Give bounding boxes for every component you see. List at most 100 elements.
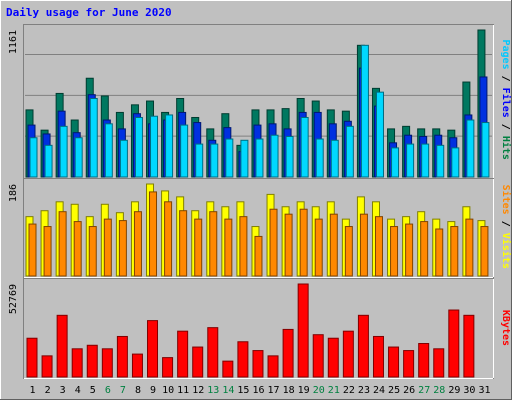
y-max-label: 52769 xyxy=(8,284,19,314)
bar-kbytes-day-28 xyxy=(433,348,445,378)
bar-sites-day-16 xyxy=(254,235,263,277)
bar-sites-day-26 xyxy=(405,223,414,277)
x-tick-label: 30 xyxy=(463,385,475,396)
bar-kbytes-day-23 xyxy=(357,314,369,378)
bar-sites-day-18 xyxy=(284,213,293,277)
bar-pages-day-28 xyxy=(436,144,445,178)
panel-legend: KBytes xyxy=(500,310,511,346)
bar-sites-day-28 xyxy=(435,228,444,277)
bar-sites-day-7 xyxy=(118,220,127,277)
legend-entry: / xyxy=(500,70,511,88)
bar-sites-day-22 xyxy=(344,226,353,277)
bar-kbytes-day-19 xyxy=(297,283,309,378)
bar-sites-day-8 xyxy=(133,211,142,277)
panel-legend: Pages / Files / Hits xyxy=(500,40,512,160)
bar-sites-day-20 xyxy=(314,218,323,277)
bar-kbytes-day-13 xyxy=(207,327,219,378)
bar-kbytes-day-12 xyxy=(192,346,204,378)
legend-entry: Sites xyxy=(500,185,512,215)
bar-pages-day-4 xyxy=(74,137,83,178)
x-tick-label: 15 xyxy=(237,385,249,396)
bar-sites-day-11 xyxy=(179,210,188,277)
bar-kbytes-day-17 xyxy=(267,355,279,378)
bar-pages-day-9 xyxy=(150,115,159,178)
x-axis-tick-labels: 1 2 3 4 5 6 7 8 9 10 11 12 13 14 15 16 17 18 19 20 21 22 23 24 2… xyxy=(30,385,491,396)
panel-kbytes: 52769 KBytes xyxy=(8,278,511,379)
bar-kbytes-day-18 xyxy=(282,328,294,378)
bar-pages-day-13 xyxy=(210,143,219,178)
x-tick-label: 13 xyxy=(207,385,219,396)
bar-kbytes-day-22 xyxy=(342,330,354,378)
chart-title: Daily usage for June 2020 xyxy=(6,6,172,19)
bar-sites-day-21 xyxy=(329,213,338,277)
x-tick-label: 18 xyxy=(283,385,295,396)
x-tick-label: 2 xyxy=(45,385,51,396)
x-tick-label: 14 xyxy=(222,385,234,396)
panel-hits-files-pages: 1161 Pages / Files / Hits xyxy=(8,24,512,179)
legend-entry: Files xyxy=(500,88,512,118)
bar-pages-day-17 xyxy=(270,134,279,178)
bar-kbytes-day-5 xyxy=(86,344,98,378)
bar-pages-day-5 xyxy=(89,97,98,178)
bar-sites-day-24 xyxy=(374,216,383,277)
x-tick-label: 31 xyxy=(478,385,490,396)
bar-kbytes-day-20 xyxy=(312,334,324,378)
x-tick-label: 8 xyxy=(135,385,141,396)
x-tick-label: 17 xyxy=(268,385,280,396)
x-tick-label: 26 xyxy=(403,385,415,396)
bar-sites-day-27 xyxy=(420,221,429,277)
bar-sites-day-17 xyxy=(269,208,278,277)
bar-pages-day-6 xyxy=(104,123,113,178)
bar-sites-day-6 xyxy=(103,218,112,277)
bar-sites-day-30 xyxy=(465,218,474,277)
bar-pages-day-20 xyxy=(315,138,324,178)
bar-sites-day-13 xyxy=(209,211,218,277)
bar-kbytes-day-16 xyxy=(252,350,264,378)
series-sites xyxy=(28,191,489,277)
bar-kbytes-day-14 xyxy=(222,360,234,378)
bar-sites-day-3 xyxy=(58,211,67,277)
bar-kbytes-day-27 xyxy=(418,343,430,378)
series-kbytes xyxy=(26,283,475,378)
bar-kbytes-day-26 xyxy=(403,350,415,378)
bar-kbytes-day-2 xyxy=(41,355,53,378)
bar-pages-day-23 xyxy=(360,44,369,178)
bar-pages-day-29 xyxy=(451,147,460,178)
bar-pages-day-3 xyxy=(59,125,68,178)
x-tick-label: 23 xyxy=(358,385,370,396)
x-tick-label: 22 xyxy=(343,385,355,396)
x-tick-label: 24 xyxy=(373,385,385,396)
y-max-label: 186 xyxy=(8,184,19,202)
bar-pages-day-19 xyxy=(300,116,309,178)
bar-pages-day-10 xyxy=(165,114,174,178)
x-tick-label: 5 xyxy=(90,385,96,396)
bar-sites-day-12 xyxy=(194,218,203,277)
legend-entry: Hits xyxy=(500,136,512,160)
x-tick-label: 28 xyxy=(433,385,445,396)
bar-sites-day-25 xyxy=(390,226,399,277)
bar-kbytes-day-24 xyxy=(372,335,384,378)
bar-sites-day-5 xyxy=(88,226,97,277)
bar-sites-day-4 xyxy=(73,221,82,277)
bar-sites-day-9 xyxy=(149,191,158,277)
bar-pages-day-31 xyxy=(481,122,490,178)
series-pages xyxy=(29,44,490,178)
bar-sites-day-10 xyxy=(164,201,173,277)
bar-sites-day-23 xyxy=(359,213,368,277)
x-tick-label: 27 xyxy=(418,385,430,396)
bar-kbytes-day-9 xyxy=(147,320,159,378)
legend-entry: Visits xyxy=(500,233,512,269)
chart-panels: 1161 Pages / Files / Hits 186 Sites / Visit… xyxy=(8,24,512,379)
bar-pages-day-26 xyxy=(406,143,415,178)
bar-sites-day-15 xyxy=(239,216,248,277)
bar-kbytes-day-11 xyxy=(177,330,189,378)
x-tick-label: 7 xyxy=(120,385,126,396)
bar-kbytes-day-7 xyxy=(116,335,128,378)
bar-pages-day-2 xyxy=(44,144,53,178)
bar-kbytes-day-1 xyxy=(26,337,38,378)
legend-entry: Pages xyxy=(500,40,511,70)
bar-pages-day-18 xyxy=(285,135,294,178)
bar-sites-day-1 xyxy=(28,223,37,277)
